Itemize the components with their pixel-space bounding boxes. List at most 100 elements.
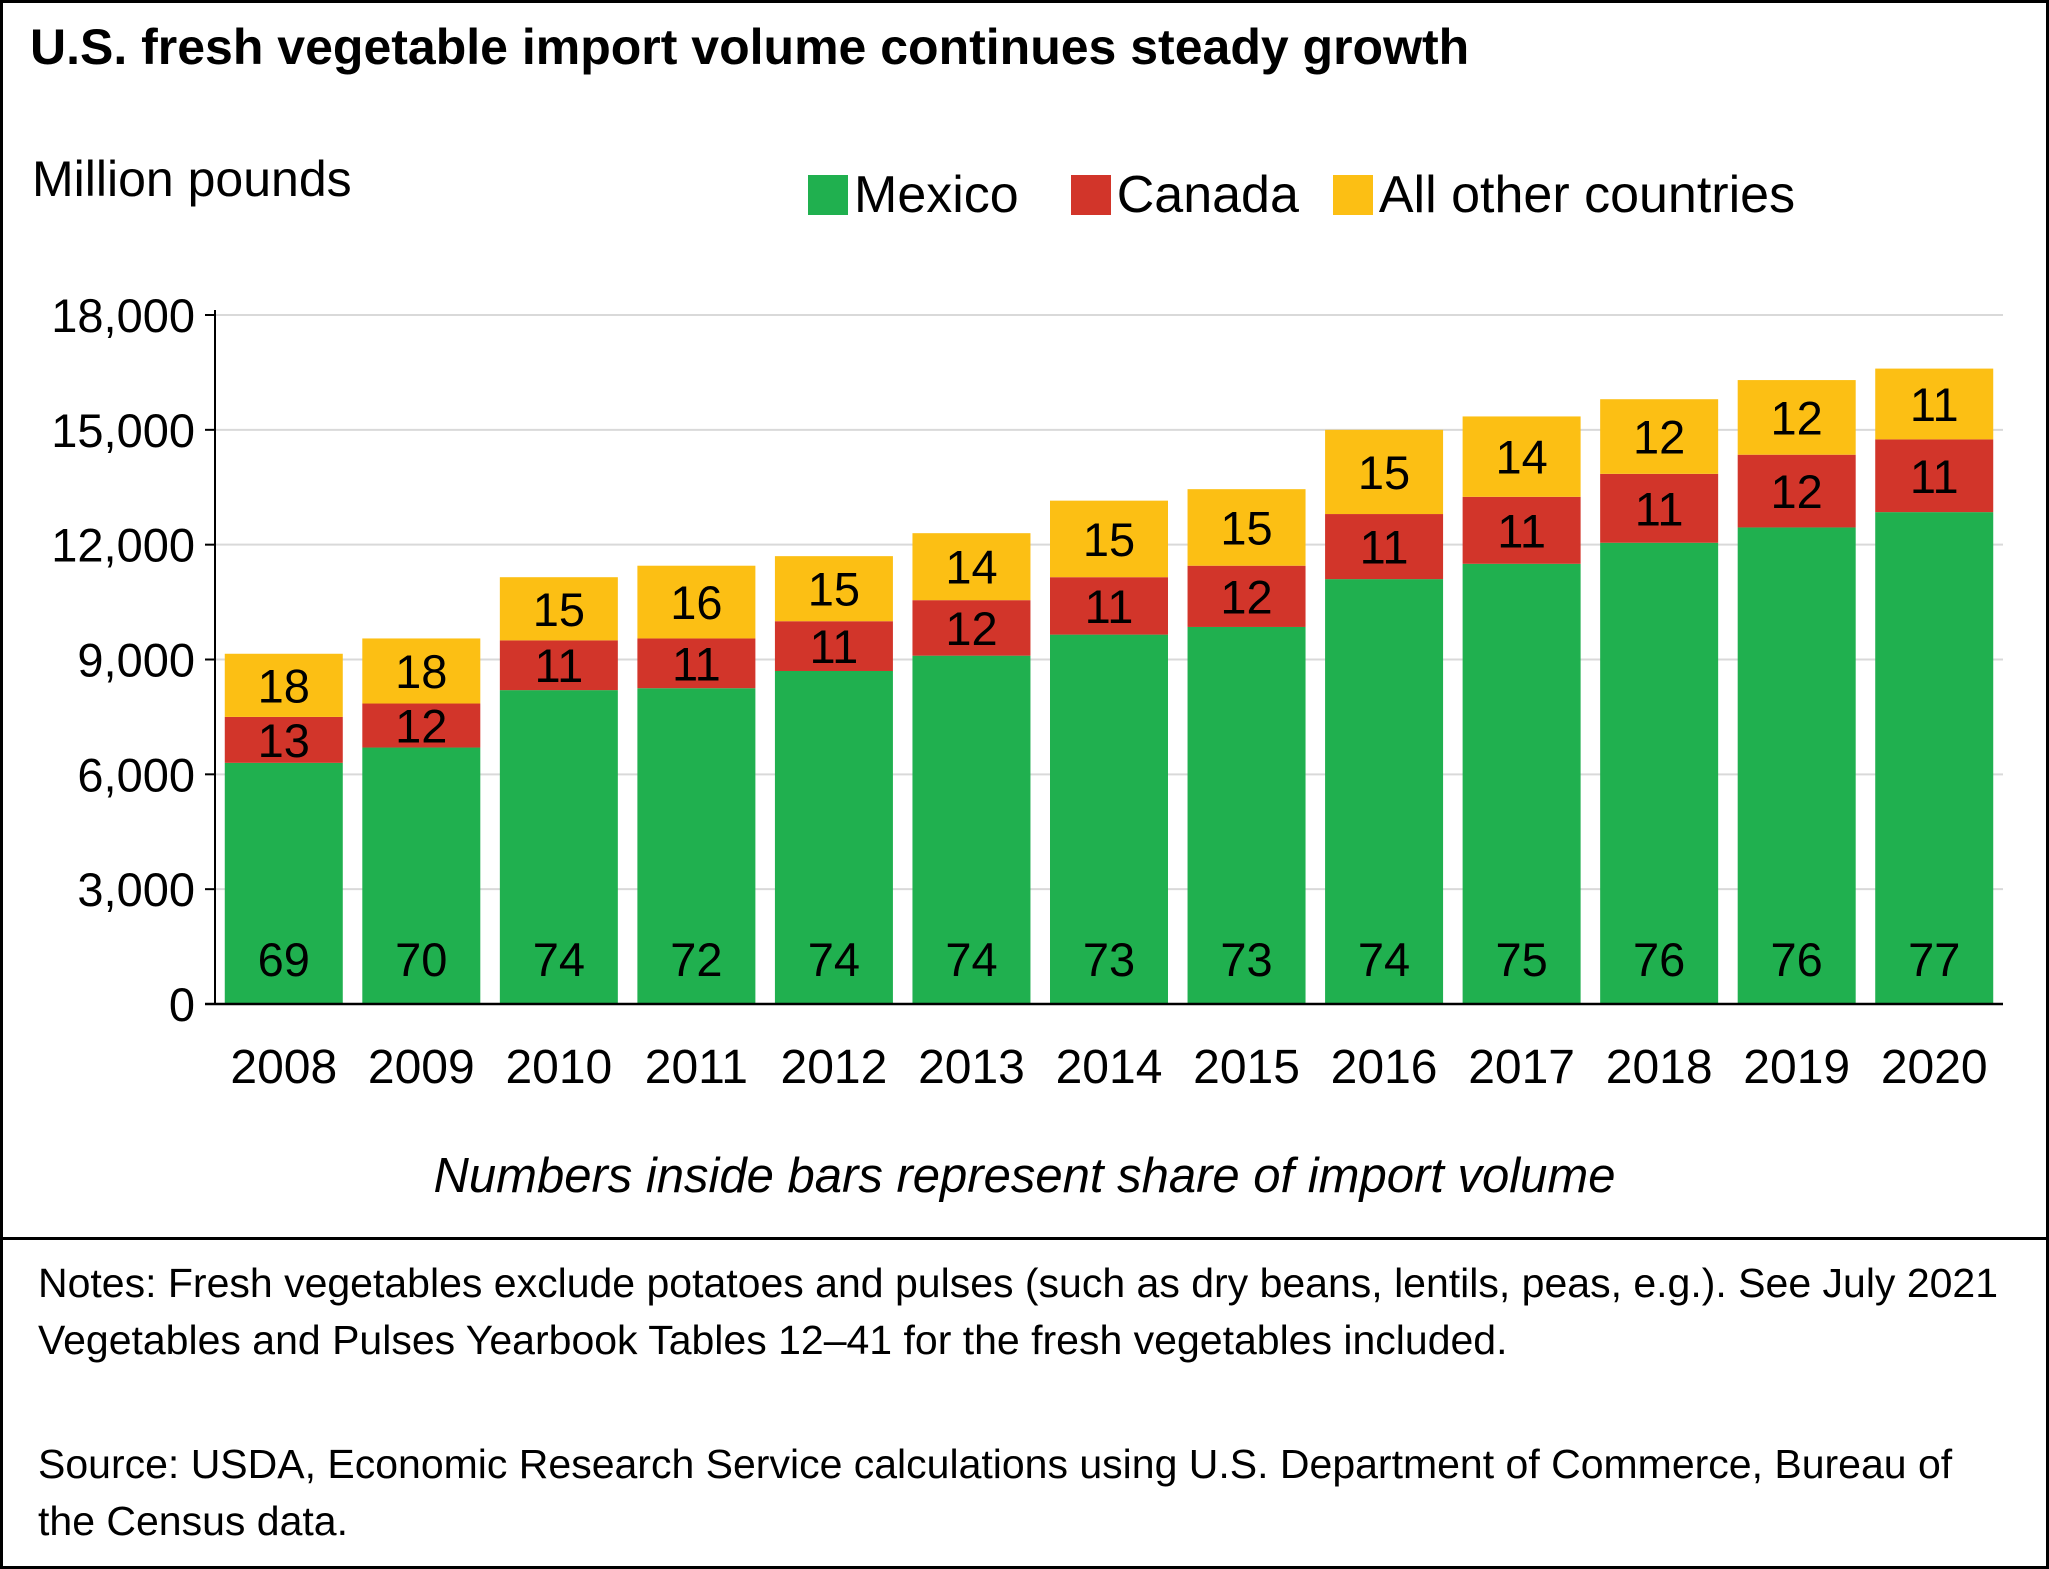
- bar-segment-canada: [1737, 454, 1856, 528]
- share-label-mexico: 74: [808, 933, 860, 986]
- bar-segment-canada: [1600, 473, 1719, 543]
- share-label-other: 15: [1083, 513, 1135, 566]
- bar-segment-mexico: [637, 688, 756, 1004]
- bar-segment-mexico: [1600, 542, 1719, 1004]
- bar-segment-canada: [1187, 565, 1306, 627]
- y-tick-label: 15,000: [51, 404, 195, 457]
- share-label-other: 15: [1358, 446, 1410, 499]
- share-label-mexico: 76: [1771, 933, 1823, 986]
- legend-swatch-canada: [1070, 175, 1111, 215]
- share-label-other: 15: [808, 563, 860, 616]
- bar-segment-canada: [1462, 496, 1581, 564]
- legend-label-canada: Canada: [1116, 166, 1299, 224]
- bar-segment-canada: [1875, 439, 1994, 513]
- x-tick-label: 2018: [1606, 1041, 1713, 1094]
- bar-segment-mexico: [1462, 563, 1581, 1004]
- stacked-bar-chart: 03,0006,0009,00012,00015,00018,000691318…: [51, 289, 2003, 1094]
- bar-segment-canada: [1325, 514, 1444, 580]
- share-label-mexico: 76: [1633, 933, 1685, 986]
- y-tick-label: 18,000: [51, 289, 195, 342]
- bar-segment-other: [912, 533, 1031, 601]
- x-tick-label: 2016: [1331, 1041, 1438, 1094]
- x-tick-label: 2010: [505, 1041, 612, 1094]
- bar-segment-other: [499, 577, 618, 641]
- share-label-canada: 11: [1085, 580, 1134, 633]
- y-axis-unit-label: Million pounds: [32, 151, 352, 207]
- share-label-canada: 11: [810, 620, 859, 673]
- bar-segment-mexico: [1050, 634, 1168, 1004]
- share-label-mexico: 75: [1495, 933, 1547, 986]
- x-tick-label: 2013: [918, 1041, 1025, 1094]
- bar-segment-mexico: [1187, 626, 1306, 1004]
- notes-text: Notes: Fresh vegetables exclude potatoes…: [38, 1260, 1999, 1363]
- share-label-canada: 12: [395, 700, 447, 753]
- bar-segment-mexico: [499, 690, 618, 1004]
- share-label-mexico: 77: [1908, 933, 1960, 986]
- bar-segment-mexico: [774, 670, 893, 1004]
- legend-swatch-mexico: [808, 175, 848, 215]
- share-label-mexico: 69: [258, 933, 310, 986]
- bar-segment-mexico: [1875, 512, 1994, 1004]
- share-label-canada: 12: [945, 602, 997, 655]
- bar-segment-other: [1737, 380, 1856, 455]
- legend-label-mexico: Mexico: [854, 166, 1019, 224]
- share-label-other: 15: [533, 583, 585, 636]
- bar-segment-other: [362, 638, 481, 704]
- bar-segment-other: [1875, 368, 1994, 440]
- bar-segment-other: [1050, 500, 1168, 578]
- share-label-canada: 11: [1497, 504, 1546, 557]
- y-tick-label: 0: [169, 978, 195, 1031]
- share-label-canada: 11: [1360, 521, 1409, 574]
- share-label-canada: 11: [672, 637, 721, 690]
- bar-segment-canada: [499, 640, 618, 691]
- bar-segment-canada: [637, 638, 756, 689]
- legend-item-canada: Canada: [1070, 165, 1299, 225]
- bar-segment-other: [1462, 416, 1581, 497]
- bar-segment-mexico: [1325, 579, 1444, 1004]
- share-label-canada: 11: [1635, 482, 1684, 535]
- share-label-other: 12: [1633, 411, 1685, 464]
- legend-item-mexico: Mexico: [808, 165, 1019, 225]
- share-label-canada: 11: [1910, 450, 1959, 503]
- share-label-mexico: 73: [1083, 933, 1135, 986]
- bar-segment-mexico: [1737, 527, 1856, 1004]
- share-label-other: 16: [670, 576, 722, 629]
- bar-segment-canada: [1050, 577, 1168, 635]
- x-tick-label: 2011: [645, 1041, 748, 1094]
- share-label-mexico: 73: [1220, 933, 1272, 986]
- share-label-other: 11: [1910, 378, 1959, 431]
- notes-divider: [3, 1237, 2046, 1240]
- share-footnote: Numbers inside bars represent share of i…: [433, 1149, 1616, 1203]
- bar-segment-other: [1187, 489, 1306, 566]
- x-tick-label: 2019: [1743, 1041, 1850, 1094]
- x-tick-label: 2015: [1193, 1041, 1300, 1094]
- source-text: Source: USDA, Economic Research Service …: [38, 1441, 1953, 1544]
- share-label-mexico: 72: [670, 933, 722, 986]
- chart-title: U.S. fresh vegetable import volume conti…: [30, 19, 1470, 75]
- share-label-other: 18: [395, 645, 447, 698]
- share-label-canada: 12: [1771, 465, 1823, 518]
- legend-label-other: All other countries: [1378, 166, 1796, 224]
- y-tick-label: 3,000: [77, 863, 195, 916]
- share-label-mexico: 74: [1358, 933, 1410, 986]
- share-label-canada: 13: [258, 714, 310, 767]
- share-label-mexico: 74: [533, 933, 585, 986]
- x-tick-label: 2020: [1881, 1041, 1988, 1094]
- bar-segment-canada: [774, 621, 893, 671]
- bar-segment-canada: [912, 600, 1031, 656]
- share-label-canada: 12: [1220, 570, 1272, 623]
- bar-segment-mexico: [224, 762, 343, 1004]
- share-label-other: 14: [945, 541, 997, 594]
- x-tick-label: 2009: [368, 1041, 475, 1094]
- share-label-other: 12: [1771, 391, 1823, 444]
- bar-segment-other: [774, 556, 893, 622]
- bar-segment-mexico: [362, 747, 481, 1004]
- share-label-mexico: 74: [945, 933, 997, 986]
- legend: Mexico Canada All other countries: [808, 165, 1817, 225]
- share-label-canada: 11: [534, 639, 583, 692]
- x-tick-label: 2008: [230, 1041, 337, 1094]
- bar-segment-canada: [362, 703, 481, 748]
- x-tick-label: 2014: [1056, 1041, 1163, 1094]
- share-label-other: 15: [1220, 501, 1272, 554]
